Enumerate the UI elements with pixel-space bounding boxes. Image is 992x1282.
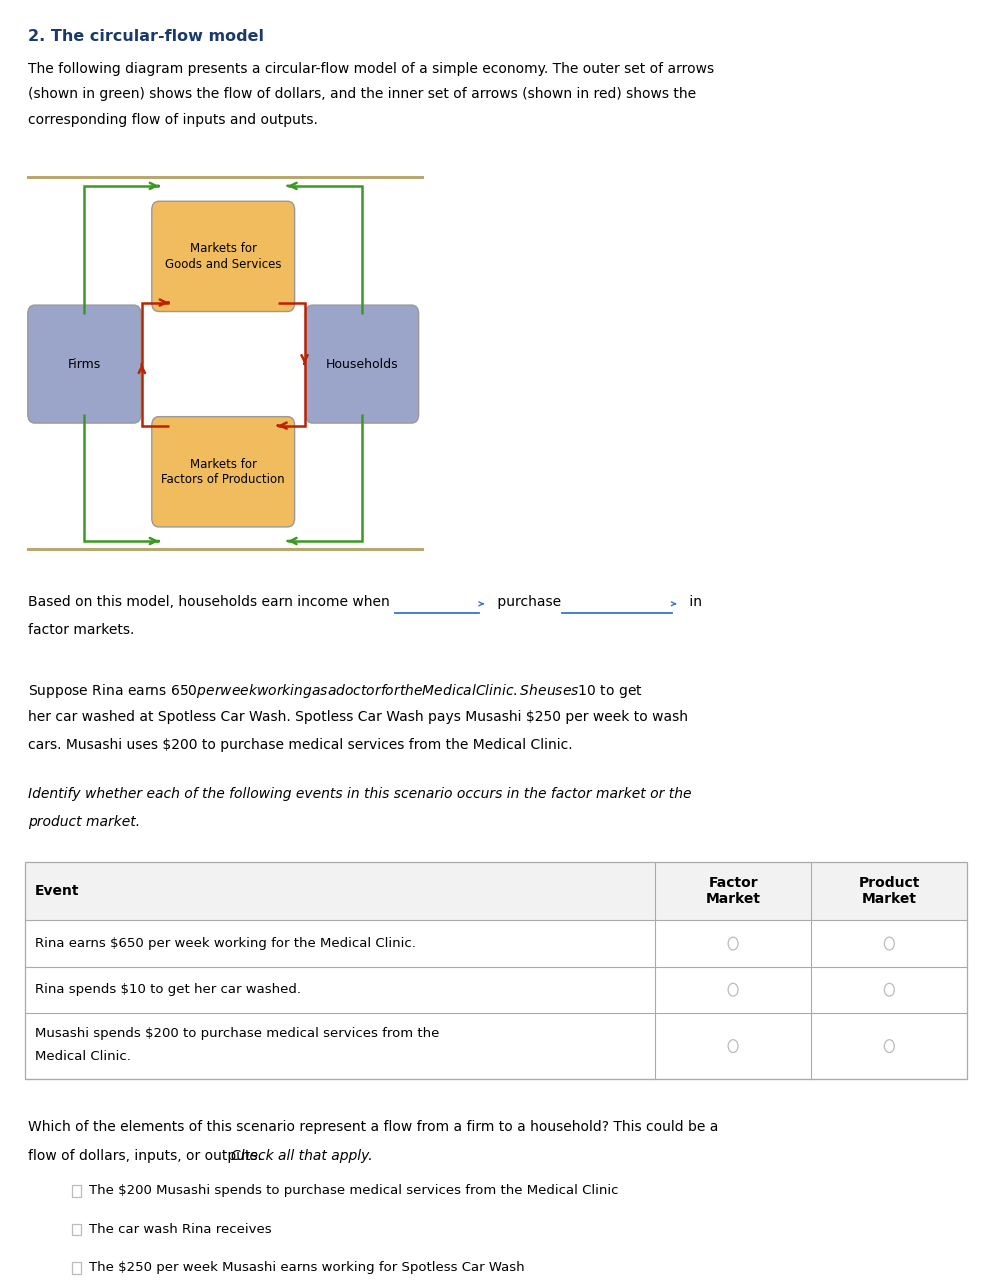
Bar (72, 1185, 81, 1197)
Text: product market.: product market. (28, 815, 140, 829)
Text: Product
Market: Product Market (859, 877, 920, 905)
Text: factor markets.: factor markets. (28, 623, 134, 637)
Text: purchase: purchase (493, 595, 565, 609)
Text: cars. Musashi uses $200 to purchase medical services from the Medical Clinic.: cars. Musashi uses $200 to purchase medi… (28, 738, 572, 753)
FancyBboxPatch shape (152, 201, 295, 312)
Bar (25, 862, 967, 920)
Text: corresponding flow of inputs and outputs.: corresponding flow of inputs and outputs… (28, 113, 317, 127)
Text: in: in (685, 595, 702, 609)
Text: The car wash Rina receives: The car wash Rina receives (89, 1223, 272, 1236)
FancyBboxPatch shape (152, 417, 295, 527)
Text: The following diagram presents a circular-flow model of a simple economy. The ou: The following diagram presents a circula… (28, 62, 714, 76)
FancyBboxPatch shape (306, 305, 419, 423)
Text: The $200 Musashi spends to purchase medical services from the Medical Clinic: The $200 Musashi spends to purchase medi… (89, 1185, 619, 1197)
Text: Which of the elements of this scenario represent a flow from a firm to a househo: Which of the elements of this scenario r… (28, 1120, 718, 1135)
Text: 2. The circular-flow model: 2. The circular-flow model (28, 29, 264, 45)
Text: Rina spends $10 to get her car washed.: Rina spends $10 to get her car washed. (35, 983, 301, 996)
Text: Markets for
Goods and Services: Markets for Goods and Services (165, 242, 282, 271)
Text: Musashi spends $200 to purchase medical services from the: Musashi spends $200 to purchase medical … (35, 1027, 439, 1040)
Text: Firms: Firms (67, 358, 101, 370)
Text: Suppose Rina earns $650 per week working as a doctor for the Medical Clinic. She: Suppose Rina earns $650 per week working… (28, 682, 643, 700)
Text: Rina earns $650 per week working for the Medical Clinic.: Rina earns $650 per week working for the… (35, 937, 416, 950)
Text: her car washed at Spotless Car Wash. Spotless Car Wash pays Musashi $250 per wee: her car washed at Spotless Car Wash. Spo… (28, 710, 687, 724)
Text: Check all that apply.: Check all that apply. (231, 1149, 373, 1163)
Text: (shown in green) shows the flow of dollars, and the inner set of arrows (shown i: (shown in green) shows the flow of dolla… (28, 87, 696, 101)
Text: Event: Event (35, 885, 79, 897)
Bar (72, 1223, 81, 1235)
Text: Medical Clinic.: Medical Clinic. (35, 1050, 131, 1063)
Text: Identify whether each of the following events in this scenario occurs in the fac: Identify whether each of the following e… (28, 787, 691, 801)
Bar (72, 1261, 81, 1273)
FancyBboxPatch shape (28, 305, 141, 423)
Text: Factor
Market: Factor Market (705, 877, 761, 905)
Bar (25, 862, 967, 1079)
Text: Based on this model, households earn income when: Based on this model, households earn inc… (28, 595, 394, 609)
Text: The $250 per week Musashi earns working for Spotless Car Wash: The $250 per week Musashi earns working … (89, 1261, 525, 1274)
Text: Households: Households (325, 358, 399, 370)
Text: flow of dollars, inputs, or outputs.: flow of dollars, inputs, or outputs. (28, 1149, 266, 1163)
Text: Markets for
Factors of Production: Markets for Factors of Production (162, 458, 285, 486)
